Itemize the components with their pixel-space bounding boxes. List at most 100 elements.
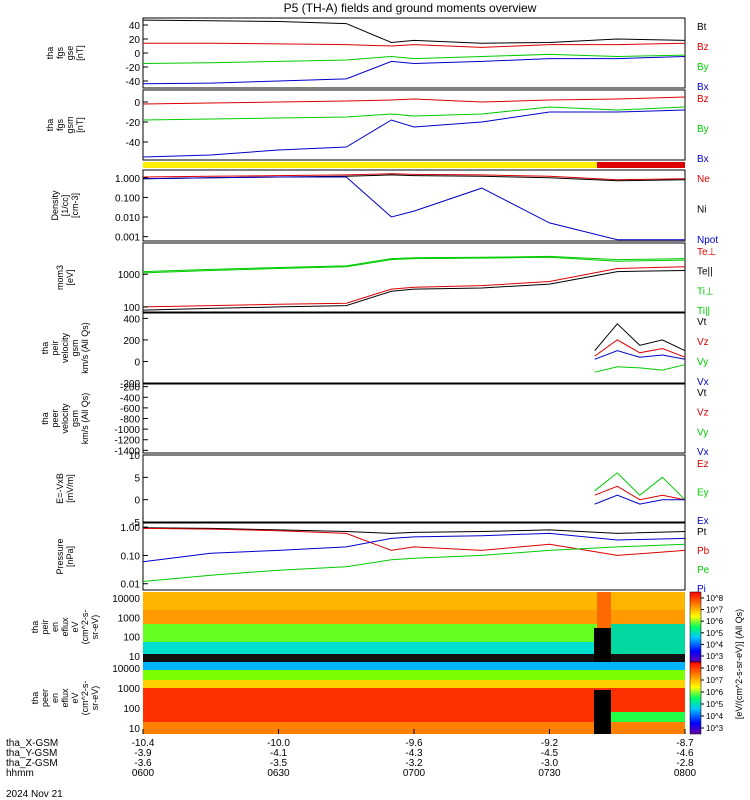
e_field-legend-0: Ez bbox=[697, 459, 709, 470]
e_field-ytick-label-2: 5 bbox=[134, 473, 140, 484]
peir_spectrogram-ytick-label-1: 100 bbox=[123, 633, 140, 644]
peer_velocity-ylabel-3: gsm bbox=[70, 410, 80, 427]
colorbar-bottom-label-3: 10^5 bbox=[706, 700, 724, 709]
x-row-3-value-2: 0700 bbox=[403, 768, 426, 779]
peir_velocity-ylabel-2: velocity bbox=[60, 332, 70, 363]
pressure-ytick-label-1: 0.10 bbox=[121, 551, 141, 562]
temperature-series-1 bbox=[142, 270, 686, 311]
peer_velocity-ylabel-4: km/s (All Qs) bbox=[80, 393, 90, 445]
x-row-0-value-3: -9.2 bbox=[541, 738, 559, 749]
fgs_gse-ylabel-2: gse bbox=[65, 46, 75, 61]
pressure-series-1 bbox=[142, 527, 686, 556]
pressure-series-3 bbox=[142, 532, 686, 563]
peir_velocity-series-0 bbox=[594, 323, 686, 352]
density-legend-0: Ne bbox=[697, 174, 710, 185]
x-row-2-value-3: -3.0 bbox=[541, 758, 559, 769]
fgs_gsm-ylabel-1: fgs bbox=[55, 119, 65, 132]
fgs_gse-series-3 bbox=[142, 56, 686, 85]
figure-title: P5 (TH-A) fields and ground moments over… bbox=[284, 1, 537, 15]
fgs_gsm-ylabel-3: [nT] bbox=[75, 117, 85, 133]
x-row-3-value-1: 0630 bbox=[267, 768, 290, 779]
x-row-0-value-4: -8.7 bbox=[676, 738, 694, 749]
peer_spectrogram-ylabel-1: peer bbox=[40, 689, 50, 707]
peer_spectrogram-ytick-label-0: 10 bbox=[129, 724, 141, 735]
e_field-legend-2: Ex bbox=[697, 516, 709, 527]
peer_velocity-ytick-label-4: -1000 bbox=[114, 425, 140, 436]
e_field-legend-1: Ey bbox=[697, 488, 709, 499]
colorbar-bottom-label-4: 10^4 bbox=[706, 712, 724, 721]
colorbar-top-label-0: 10^8 bbox=[706, 594, 724, 603]
peir-spectrogram-black-band bbox=[143, 654, 685, 662]
peir-spectrogram bbox=[143, 592, 685, 662]
temperature-frame bbox=[142, 242, 686, 313]
peir_spectrogram-ylabel-4: eV bbox=[70, 621, 80, 632]
colorbar-bottom-label-2: 10^6 bbox=[706, 688, 724, 697]
pressure-frame bbox=[142, 522, 686, 591]
colorbar-top-label-3: 10^5 bbox=[706, 629, 724, 638]
colorbar-top bbox=[689, 591, 702, 663]
pressure-series-0 bbox=[142, 527, 686, 534]
density-series-2 bbox=[142, 176, 685, 241]
fgs_gse-legend-0: Bt bbox=[697, 22, 707, 33]
density-ytick-label-3: 0.001 bbox=[115, 233, 140, 244]
density-ytick-label-0: 1.000 bbox=[115, 174, 140, 185]
colorbar-bottom-label-5: 10^3 bbox=[706, 724, 724, 733]
fgs_gse-legend-3: Bx bbox=[697, 82, 709, 93]
peer_velocity-ytick-label-6: -1400 bbox=[114, 446, 140, 457]
peir-spectrogram-right-region bbox=[611, 624, 685, 654]
x-row-3-value-4: 0800 bbox=[674, 768, 697, 779]
peir_velocity-ylabel-3: gsm bbox=[70, 339, 80, 356]
peir_velocity-ytick-label-2: 200 bbox=[123, 336, 140, 347]
peer_velocity-ytick-label-5: -1200 bbox=[114, 436, 140, 447]
fgs_gse-ylabel-0: tha bbox=[45, 47, 55, 60]
x-axis: tha_X-GSM -10.4 -10.0 -9.6 -9.2 -8.7 tha_Y-GSM… bbox=[6, 729, 697, 779]
peir_spectrogram-ylabel-6: sr-eV) bbox=[90, 615, 100, 640]
panel-density: Ne Ni Npot 1.000 0.100 0.010 0.001 Density [1/cc… bbox=[50, 169, 718, 246]
peir_spectrogram-ytick-label-3: 10000 bbox=[112, 594, 140, 605]
colorbar-label: [eV/(cm^2-s-sr-eV)] (All Qs) bbox=[734, 609, 744, 719]
x-row-3-value-3: 0730 bbox=[538, 768, 561, 779]
x-row-label-2: tha_Z-GSM bbox=[6, 758, 58, 769]
x-row-0-value-0: -10.4 bbox=[132, 738, 155, 749]
peir_velocity-series-1 bbox=[594, 339, 686, 358]
panel-peer_spectrogram: 10 100 1000 10000 tha peer en eflux eV (cm^2-s-sr… bbox=[30, 664, 148, 735]
panel-temperature: Te⊥ Te|| Ti⊥ Ti|| 100 1000 mom3 [eV] bbox=[55, 242, 716, 317]
pressure-legend-0: Pt bbox=[697, 527, 707, 538]
peir_spectrogram-ytick-label-2: 1000 bbox=[118, 613, 141, 624]
fgs_gsm-legend-0: Bz bbox=[697, 94, 709, 105]
temperature-ylabel-0: mom3 bbox=[55, 265, 65, 290]
peer_velocity-ytick-label-2: -600 bbox=[120, 404, 140, 415]
fgs_gse-frame bbox=[142, 17, 686, 89]
fgs_gse-ytick-label-3: 20 bbox=[129, 35, 141, 46]
e_field-ytick-label-1: 0 bbox=[134, 496, 140, 507]
pressure-ytick-label-0: 1.00 bbox=[121, 523, 141, 534]
peer_spectrogram-ylabel-4: eV bbox=[70, 692, 80, 703]
e_field-series-0 bbox=[594, 485, 686, 501]
x-row-1-value-2: -4.3 bbox=[405, 748, 423, 759]
x-row-1-value-0: -3.9 bbox=[134, 748, 152, 759]
fgs_gse-legend-2: By bbox=[697, 62, 709, 73]
x-row-2-value-1: -3.5 bbox=[270, 758, 288, 769]
peer_velocity-legend-0: Vt bbox=[697, 388, 707, 399]
colorbar: 10^8 10^7 10^6 10^5 10^4 10^3 10^8 10^7 10^6 10^5… bbox=[689, 591, 744, 735]
peir_velocity-ylabel-4: km/s (All Qs) bbox=[80, 322, 90, 374]
density-ylabel-1: [1/cc] bbox=[60, 195, 70, 217]
peer_spectrogram-ylabel-0: tha bbox=[30, 692, 40, 705]
peir_velocity-legend-3: Vx bbox=[697, 377, 709, 388]
peer_velocity-frame bbox=[142, 383, 686, 454]
pressure-legend-1: Pb bbox=[697, 546, 710, 557]
fgs_gse-ytick-label-2: 0 bbox=[134, 49, 140, 60]
temperature-series-2 bbox=[142, 255, 686, 273]
e_field-frame bbox=[142, 454, 686, 523]
fgs_gse-series-0 bbox=[142, 19, 686, 44]
peer_velocity-ylabel-1: peer bbox=[50, 409, 60, 427]
peir_velocity-legend-1: Vz bbox=[697, 337, 709, 348]
fgs_gse-ytick-label-0: -40 bbox=[126, 77, 141, 88]
fgs_gsm-series-1 bbox=[142, 106, 686, 121]
fgs_gse-ylabel-1: fgs bbox=[55, 47, 65, 60]
peer_velocity-legend-2: Vy bbox=[697, 427, 708, 438]
panel-fgs_gse: Bt Bz By Bx -40 -20 0 20 40 tha fgs gse [nT] bbox=[45, 17, 709, 93]
peir-spectrogram-high-band bbox=[143, 592, 685, 610]
colorbar-top-label-1: 10^7 bbox=[706, 606, 724, 615]
